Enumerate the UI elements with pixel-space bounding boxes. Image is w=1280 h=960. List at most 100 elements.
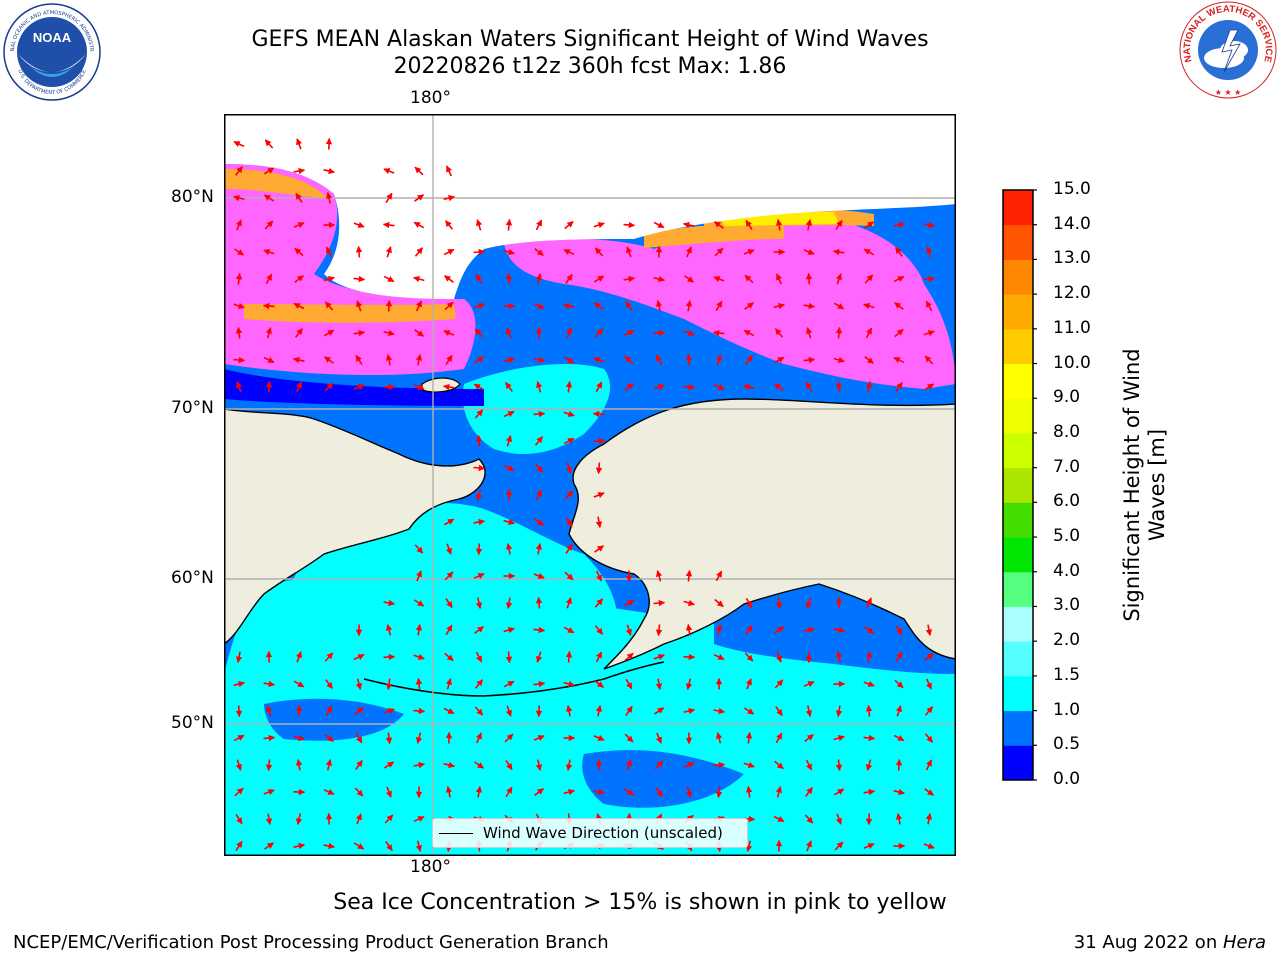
wave-direction-arrow xyxy=(923,275,936,283)
wave-direction-arrow xyxy=(385,246,392,258)
wave-direction-arrow xyxy=(232,194,245,202)
wave-direction-arrow xyxy=(505,218,513,231)
colorbar-tick-label: 14.0 xyxy=(1053,213,1091,234)
wave-direction-arrow xyxy=(233,734,245,742)
wave-direction-arrow xyxy=(234,787,244,797)
wave-direction-arrow xyxy=(865,597,872,609)
colorbar-segment xyxy=(1003,537,1033,573)
colorbar-segment xyxy=(1003,363,1033,399)
wave-direction-arrow xyxy=(414,247,424,257)
wave-direction-arrow xyxy=(593,788,606,796)
colorbar-segment xyxy=(1003,259,1033,295)
wave-direction-arrow xyxy=(293,222,305,229)
wave-direction-arrow xyxy=(293,167,306,175)
wave-direction-arrow xyxy=(534,247,544,257)
wave-direction-arrow xyxy=(415,732,423,744)
wave-direction-arrow xyxy=(503,410,515,418)
nws-stars: ★ ★ ★ xyxy=(1215,88,1242,97)
wave-direction-arrow xyxy=(775,273,783,285)
wave-direction-arrow xyxy=(475,489,483,501)
colorbar-tick-label: 7.0 xyxy=(1053,456,1081,477)
wave-direction-arrow xyxy=(744,355,754,365)
wave-direction-arrow xyxy=(383,275,395,283)
wave-direction-arrow xyxy=(653,275,666,283)
wave-direction-arrow xyxy=(773,815,785,823)
wave-direction-arrow xyxy=(443,248,455,256)
wave-direction-arrow xyxy=(385,786,392,798)
wave-direction-arrow xyxy=(235,272,243,285)
wave-direction-arrow xyxy=(264,139,274,149)
wave-direction-arrow xyxy=(474,625,484,635)
wave-direction-arrow xyxy=(564,490,574,500)
wave-direction-arrow xyxy=(626,246,633,258)
wave-direction-arrow xyxy=(805,705,813,718)
wave-direction-arrow xyxy=(263,356,275,364)
colorbar-tick-label: 8.0 xyxy=(1053,421,1081,442)
wave-direction-arrow xyxy=(475,597,483,610)
wave-direction-arrow xyxy=(775,218,783,231)
colorbar-tick-label: 2.0 xyxy=(1053,630,1081,651)
wave-direction-arrow xyxy=(925,300,933,312)
wave-direction-arrow xyxy=(565,597,572,609)
wave-direction-arrow xyxy=(804,733,814,743)
colorbar-tick-label: 1.5 xyxy=(1053,664,1081,685)
wave-direction-arrow xyxy=(594,247,604,257)
wave-direction-arrow xyxy=(323,788,335,795)
colorbar-tick-label: 11.0 xyxy=(1053,317,1091,338)
wave-direction-arrow xyxy=(443,518,455,526)
wave-direction-arrow xyxy=(295,758,303,771)
colorbar-frame xyxy=(1002,189,1034,781)
wave-direction-arrow xyxy=(684,275,695,283)
wave-direction-arrow xyxy=(383,653,396,661)
footer-date-text: 31 Aug 2022 on xyxy=(1073,932,1223,953)
wave-direction-arrow xyxy=(833,788,845,796)
wave-direction-arrow xyxy=(533,626,546,634)
wave-direction-arrow xyxy=(685,569,693,582)
wave-direction-arrow xyxy=(744,652,754,662)
wave-direction-arrow xyxy=(413,761,426,769)
wave-direction-arrow xyxy=(595,651,603,663)
wave-direction-arrow xyxy=(565,380,573,393)
colorbar-tick-label: 1.0 xyxy=(1053,699,1081,720)
wave-direction-arrow xyxy=(775,786,783,798)
wave-direction-arrow xyxy=(353,842,365,850)
wave-direction-arrow xyxy=(714,247,724,257)
wave-direction-arrow xyxy=(593,222,605,229)
sea-ice-caption: Sea Ice Concentration > 15% is shown in … xyxy=(333,890,947,915)
wave-direction-arrow xyxy=(415,300,423,312)
wave-direction-arrow xyxy=(804,814,814,824)
wave-direction-arrow xyxy=(385,192,393,204)
wave-direction-arrow xyxy=(475,273,483,285)
wave-direction-arrow xyxy=(505,435,512,447)
wave-direction-arrow xyxy=(745,678,752,690)
wave-direction-arrow xyxy=(473,248,486,256)
wave-direction-arrow xyxy=(593,734,605,741)
wave-direction-arrow xyxy=(835,759,843,772)
colorbar-tick-label: 4.0 xyxy=(1053,560,1081,581)
wave-direction-arrow xyxy=(805,272,813,285)
wave-direction-arrow xyxy=(653,707,665,715)
wave-direction-arrow xyxy=(624,355,634,365)
wave-direction-arrow xyxy=(264,220,274,230)
wave-direction-arrow xyxy=(835,273,842,285)
wave-direction-arrow xyxy=(712,329,725,337)
wave-direction-arrow xyxy=(324,301,334,311)
wave-direction-arrow xyxy=(653,221,665,229)
wave-direction-arrow xyxy=(594,328,604,338)
wave-direction-arrow xyxy=(503,680,515,688)
wave-direction-arrow xyxy=(863,734,876,742)
colorbar-segment xyxy=(1003,190,1033,226)
wave-direction-arrow xyxy=(685,623,693,636)
wave-direction-arrow xyxy=(563,680,575,688)
land-siberia xyxy=(225,408,486,645)
wave-direction-arrow xyxy=(624,382,634,392)
wave-direction-arrow xyxy=(413,275,425,283)
wave-direction-arrow xyxy=(774,760,784,770)
colorbar-segment xyxy=(1003,432,1033,469)
wave-direction-arrow xyxy=(383,599,396,607)
wave-direction-arrow xyxy=(805,840,812,852)
wave-direction-arrow xyxy=(413,707,426,715)
wave-direction-arrow xyxy=(355,813,362,825)
wave-direction-arrow xyxy=(534,788,544,796)
wave-direction-arrow xyxy=(683,329,695,336)
